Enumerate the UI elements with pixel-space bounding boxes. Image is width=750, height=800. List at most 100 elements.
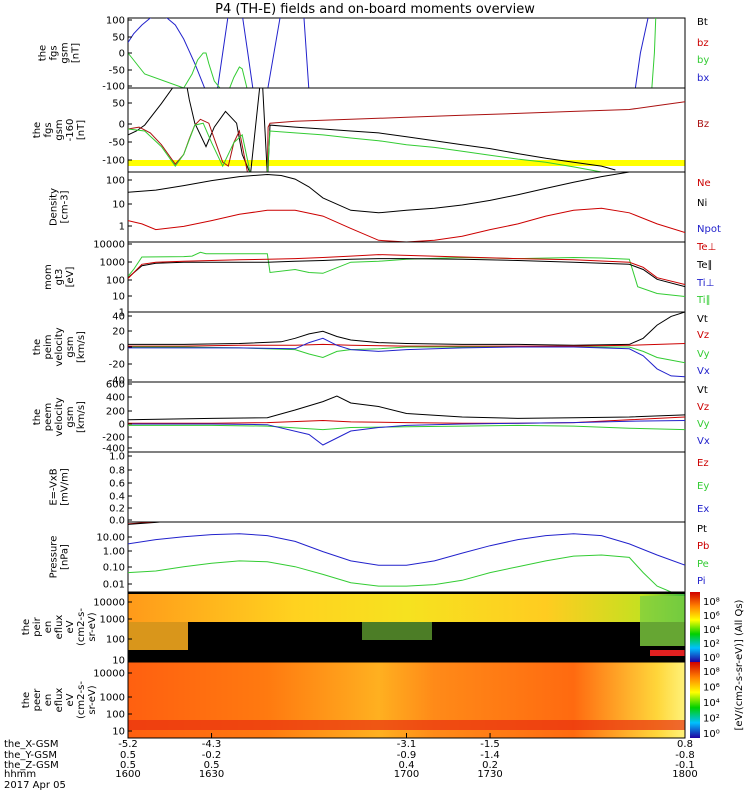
legend-Te∥: Te∥ [696,260,713,271]
legend-Pe: Pe [697,559,709,570]
footer-value: 1800 [672,769,697,780]
legend-Vx: Vx [697,366,710,377]
y-axis-label: eflux [54,615,65,640]
y-tick-label: 1000 [100,615,125,626]
legend-Pi: Pi [697,576,706,587]
y-tick-label: -40 [109,376,125,387]
series-pressure-Pi [128,533,685,566]
y-tick-label: 10.00 [96,533,125,544]
y-axis-label: Pressure [49,536,60,579]
colorbar-tick: 10² [703,639,720,650]
footer-value: 0.5 [204,760,220,771]
panel-fgs-ssl: 50 0 -50 -100 the fgs gsm -160 [nT] Bz [32,87,709,173]
colorbar-tick: 10² [703,714,720,725]
legend-Vz: Vz [697,330,709,341]
legend-by: by [697,55,709,66]
y-tick-label: 100 [106,710,125,721]
y-axis-label: gsm [60,42,71,63]
y-axis-label: (cm2-s- [76,608,87,646]
y-tick-label: 1 [119,308,125,319]
colorbar-label: [eV/(cm2-s-sr-eV)] (All Qs) [734,599,745,730]
y-axis-label: the [38,45,49,61]
footer-value: -0.8 [675,750,695,761]
y-axis-label: en [43,621,54,634]
y-axis-label: fgs [49,45,60,60]
y-tick-label: 600 [106,380,125,391]
legend-Vy: Vy [697,419,710,430]
y-tick-label: 1000 [100,693,125,704]
peir-late-band [640,596,685,646]
colorbar-tick: 10⁰ [703,653,720,664]
legend-Pb: Pb [697,541,709,552]
y-tick-label: 0.8 [109,466,125,477]
series-pressure-Pe [128,554,673,592]
panel-pressure: 10.00 1.00 0.10 0.01 Pressure [nPa] Pt Pb Pe Pi [49,521,709,593]
y-tick-label: 50 [112,33,125,44]
panel-peir: 10⁸ 10⁶ 10⁴ 10² 10⁰ 10000 1000 100 10 the peir en ef… [21,591,720,667]
y-axis-label: [mV/m] [60,468,71,506]
y-tick-label: -20 [109,360,125,371]
peir-bottom-band [650,650,685,656]
legend-Ni: Ni [697,198,707,209]
series-peem-velocity-Vx [128,420,685,446]
y-axis-label: peim [43,334,54,359]
colorbar-tick: 10⁶ [703,611,720,622]
y-axis-label: -160 [65,119,76,142]
y-axis-label: peir [32,616,43,636]
series-moments-t-Ti [128,251,685,297]
y-axis-label: [cm-3] [60,190,71,223]
footer-row-label: the_X-GSM [4,739,58,750]
y-tick-label: 10 [112,200,125,211]
y-axis-label: mom [43,264,54,290]
y-tick-label: -50 [109,138,125,149]
status-bar [128,160,685,166]
footer-value: 1600 [115,769,140,780]
y-tick-label: 1000 [100,258,125,269]
y-tick-label: -100 [102,156,125,167]
legend-Vx: Vx [697,436,710,447]
panel-frame [127,241,686,313]
y-tick-label: 200 [106,407,125,418]
series-density-Ni [128,172,634,214]
legend-Bt: Bt [697,17,708,28]
y-axis-label: eflux [54,688,65,713]
legend-bx: bx [697,73,709,84]
panel-peer: 10⁸ 10⁶ 10⁴ 10² 10⁰ 10000 1000 100 10 the peer en ef… [21,661,720,740]
chart-title: P4 (TH-E) fields and on-board moments ov… [215,2,535,17]
footer-row-label: the_Y-GSM [4,750,57,761]
y-axis-label: [nPa] [60,544,71,570]
panel-frame [127,171,686,243]
y-tick-label: 100 [106,176,125,187]
y-tick-label: -100 [102,82,125,93]
y-axis-label: Density [49,188,60,226]
y-tick-label: -400 [102,444,125,455]
series-peem-velocity-Vy [128,424,685,431]
y-axis-label: sr-eV) [87,685,98,714]
series-peim-velocity-Vt [128,312,685,346]
y-tick-label: -200 [102,433,125,444]
y-axis-label: gsm [65,406,76,427]
legend-Npot: Npot [697,224,721,235]
y-tick-label: 0.0 [109,516,125,527]
footer-value: -1.4 [480,750,500,761]
footer-value: 0.5 [120,760,136,771]
series-peem-velocity-Vt [128,395,685,421]
y-tick-label: 100 [106,635,125,646]
y-tick-label: -50 [109,66,125,77]
legend-Ti⊥: Ti⊥ [696,278,714,289]
y-axis-label: velocity [54,327,65,366]
series-peim-velocity-Vx [128,337,685,378]
colorbar-tick: 10⁶ [703,683,720,694]
y-axis-label: (cm2-s- [76,681,87,719]
y-tick-label: 10000 [93,669,125,680]
legend-Pt: Pt [697,524,707,535]
y-tick-label: 400 [106,393,125,404]
legend-bz: bz [697,38,709,49]
y-tick-label: 0 [119,420,125,431]
y-tick-label: 10 [112,727,125,738]
colorbar-peer: 10⁸ 10⁶ 10⁴ 10² 10⁰ [690,662,720,740]
footer-value: -0.9 [397,750,417,761]
legend-Ey: Ey [697,481,709,492]
y-axis-label: eV [65,693,76,706]
